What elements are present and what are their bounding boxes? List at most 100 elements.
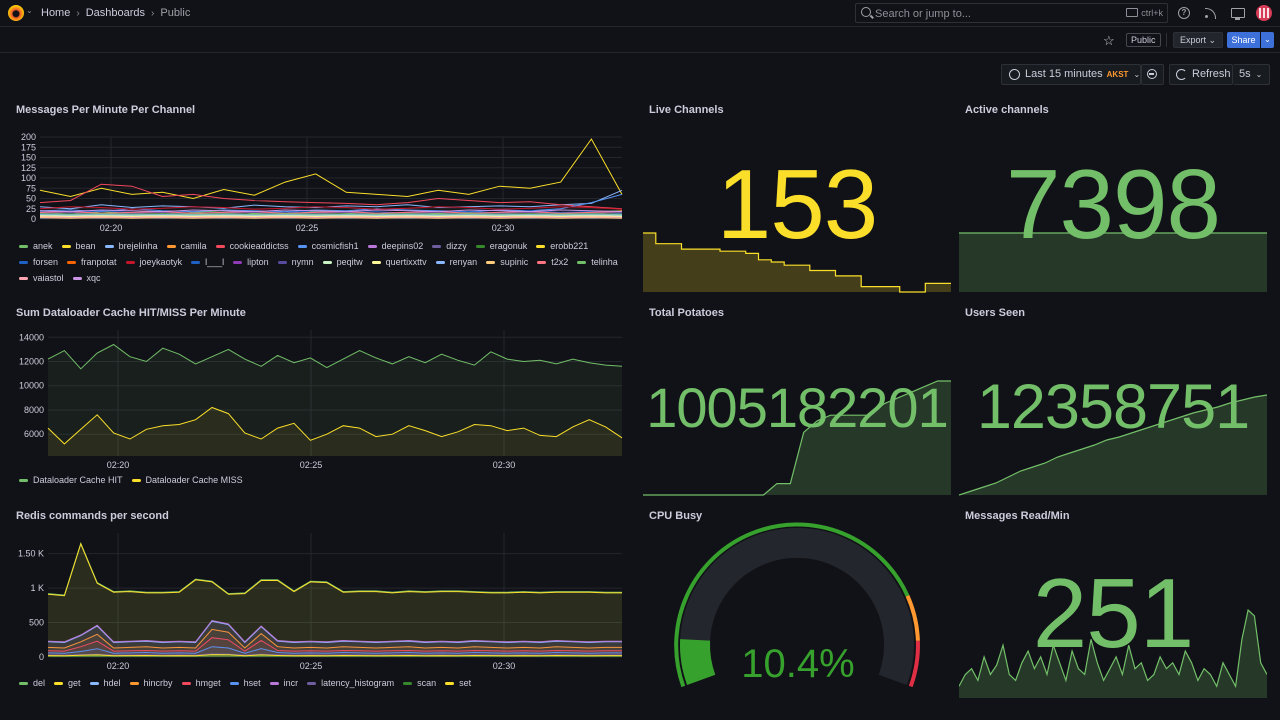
legend-item[interactable]: l___l <box>191 254 224 270</box>
legend-item[interactable]: telinha <box>577 254 618 270</box>
help-icon[interactable]: ? <box>1178 7 1190 19</box>
legend-item[interactable]: cookieaddictss <box>215 238 289 254</box>
legend-label: Dataloader Cache HIT <box>33 475 123 485</box>
y-tick-label: 10000 <box>19 381 44 391</box>
legend-item[interactable]: xqc <box>72 270 101 286</box>
legend-swatch <box>403 682 413 686</box>
legend-item[interactable]: vaiastol <box>19 270 64 286</box>
legend-item[interactable]: set <box>445 675 471 691</box>
legend-item[interactable]: get <box>54 675 81 691</box>
legend-item[interactable]: hincrby <box>129 675 173 691</box>
sparkline-line <box>643 380 951 496</box>
legend-item[interactable]: supinic <box>486 254 528 270</box>
legend-item[interactable]: franpotat <box>67 254 117 270</box>
breadcrumb-dashboards[interactable]: Dashboards <box>85 7 146 19</box>
messages-per-minute-panel: Messages Per Minute Per Channel 0 25 50 75 1… <box>0 96 636 296</box>
legend-item[interactable]: nymn <box>277 254 314 270</box>
legend-label: renyan <box>449 257 478 267</box>
legend-item[interactable]: camila <box>166 238 207 254</box>
y-tick-label: 8000 <box>24 405 44 415</box>
legend-swatch <box>536 245 546 249</box>
star-icon[interactable]: ☆ <box>1103 33 1115 48</box>
panel-title[interactable]: Users Seen <box>965 307 1025 319</box>
legend-label: hset <box>243 678 261 688</box>
cpu-busy-gauge <box>674 522 920 688</box>
legend-item[interactable]: lipton <box>233 254 269 270</box>
legend-item[interactable]: peqitw <box>322 254 363 270</box>
redis-commands-chart: 0 500 1 K 1.50 K 02:20 02:25 02:30 <box>18 533 622 671</box>
legend-item[interactable]: hdel <box>89 675 121 691</box>
legend-swatch <box>445 682 455 686</box>
stat-value: 251 <box>1032 558 1195 668</box>
gauge-threshold-green <box>674 522 910 688</box>
legend-label: forsen <box>33 257 59 267</box>
legend-item[interactable]: deepins02 <box>367 238 423 254</box>
chevron-down-icon[interactable]: ⌄ <box>26 6 33 15</box>
panel-title[interactable]: CPU Busy <box>649 510 703 522</box>
legend-label: hincrby <box>143 678 173 688</box>
legend-item[interactable]: quertixxttv <box>371 254 427 270</box>
legend-swatch <box>322 261 332 265</box>
panel-title[interactable]: Sum Dataloader Cache HIT/MISS Per Minute <box>16 307 246 319</box>
legend-item[interactable]: incr <box>269 675 298 691</box>
x-tick-label: 02:25 <box>300 460 323 470</box>
legend-item[interactable]: joeykaotyk <box>125 254 182 270</box>
legend-item[interactable]: brejelinha <box>104 238 158 254</box>
users-seen-panel: Users Seen 12358751 <box>959 299 1267 497</box>
legend-item[interactable]: dizzy <box>432 238 467 254</box>
share-button[interactable]: Share <box>1227 32 1260 48</box>
legend-swatch <box>371 261 381 265</box>
series-line <box>47 654 622 657</box>
news-feed-icon[interactable] <box>1204 7 1216 19</box>
legend-item[interactable]: anek <box>19 238 53 254</box>
legend-item[interactable]: Dataloader Cache MISS <box>131 472 243 488</box>
legend-swatch <box>277 261 287 265</box>
legend-item[interactable]: scan <box>403 675 436 691</box>
series-area <box>48 344 622 456</box>
panel-title[interactable]: Messages Per Minute Per Channel <box>16 104 196 116</box>
legend-label: xqc <box>86 273 101 283</box>
chart-legend: anek bean brejelinha camila cookieaddictss co… <box>19 238 631 286</box>
kiosk-mode-icon[interactable] <box>1231 7 1245 20</box>
y-tick-label: 0 <box>31 214 36 224</box>
legend-item[interactable]: Dataloader Cache HIT <box>19 472 123 488</box>
zoom-out-button[interactable] <box>1141 64 1164 85</box>
gauge-track <box>680 527 914 686</box>
refresh-interval-picker[interactable]: 5s ⌄ <box>1233 64 1270 85</box>
search-input[interactable]: Search or jump to... ctrl+k <box>855 3 1168 23</box>
total-potatoes-panel: Total Potatoes 1005182201 <box>643 299 951 497</box>
grafana-logo-icon[interactable] <box>8 5 24 21</box>
y-tick-label: 25 <box>26 204 36 214</box>
legend-item[interactable]: del <box>19 675 45 691</box>
time-range-picker[interactable]: Last 15 minutes AKST ⌄ <box>1001 64 1141 85</box>
y-tick-label: 14000 <box>19 332 44 342</box>
legend-label: l___l <box>205 257 225 267</box>
legend-item[interactable]: t2x2 <box>537 254 568 270</box>
breadcrumb: Home › Dashboards › Public <box>41 7 190 19</box>
panel-title[interactable]: Active channels <box>965 104 1049 116</box>
legend-label: telinha <box>591 257 618 267</box>
export-button[interactable]: Export ⌄ <box>1173 32 1224 48</box>
avatar[interactable] <box>1256 5 1272 21</box>
panel-title[interactable]: Live Channels <box>649 104 724 116</box>
legend-swatch <box>432 245 442 249</box>
series-line <box>47 646 622 654</box>
panel-title[interactable]: Messages Read/Min <box>965 510 1070 522</box>
legend-item[interactable]: latency_histogram <box>307 675 394 691</box>
breadcrumb-home[interactable]: Home <box>41 7 71 19</box>
legend-item[interactable]: hmget <box>181 675 221 691</box>
share-options-chevron-icon[interactable]: ⌄ <box>1261 32 1274 48</box>
legend-item[interactable]: hset <box>229 675 261 691</box>
legend-swatch <box>19 479 28 483</box>
y-tick-label: 200 <box>21 132 36 142</box>
legend-item[interactable]: eragonuk <box>475 238 527 254</box>
panel-title[interactable]: Redis commands per second <box>16 510 169 522</box>
legend-item[interactable]: renyan <box>435 254 478 270</box>
legend-item[interactable]: forsen <box>19 254 58 270</box>
legend-item[interactable]: cosmicfish1 <box>297 238 359 254</box>
legend-item[interactable]: bean <box>61 238 96 254</box>
legend-item[interactable]: erobb221 <box>536 238 588 254</box>
legend-swatch <box>475 245 485 249</box>
refresh-button[interactable]: Refresh <box>1169 64 1233 85</box>
panel-title[interactable]: Total Potatoes <box>649 307 724 319</box>
